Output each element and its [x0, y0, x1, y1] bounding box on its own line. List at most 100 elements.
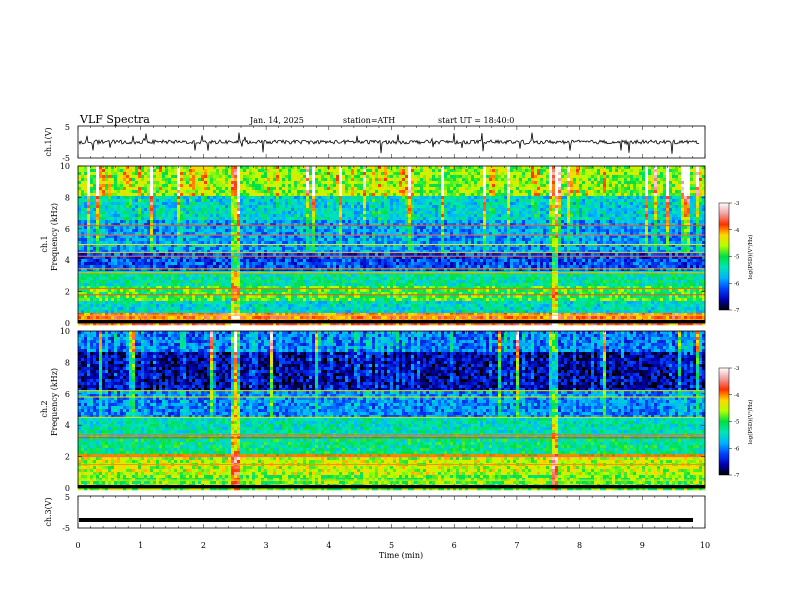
spectrogram-cell — [288, 211, 291, 214]
spectrogram-cell — [177, 193, 180, 196]
spectrogram-cell — [309, 241, 312, 244]
spectrogram-cell — [216, 289, 219, 292]
spectrogram-cell — [264, 196, 267, 199]
spectrogram-cell — [117, 280, 120, 283]
spectrogram-cell — [267, 211, 270, 214]
spectrogram-cell — [327, 280, 330, 283]
spectrogram-cell — [288, 265, 291, 268]
spectrogram-cell — [255, 184, 258, 187]
spectrogram-cell — [279, 196, 282, 199]
spectrogram-cell — [171, 247, 174, 250]
spectrogram-cell — [177, 190, 180, 193]
spectrogram-cell — [303, 229, 306, 232]
spectrogram-cell — [261, 229, 264, 232]
spectrogram-cell — [324, 205, 327, 208]
spectrogram-cell — [330, 277, 333, 280]
spectrogram-cell — [324, 169, 327, 172]
spectrogram-cell — [249, 166, 252, 169]
spectrogram-cell — [207, 262, 210, 265]
spectrogram-cell — [291, 310, 294, 313]
spectrogram-cell — [114, 169, 117, 172]
spectrogram-cell — [159, 304, 162, 307]
spectrogram-cell — [270, 190, 273, 193]
spectrogram-cell — [351, 181, 354, 184]
spectrogram-cell — [273, 193, 276, 196]
spectrogram-cell — [282, 166, 285, 169]
spectrogram-cell — [120, 259, 123, 262]
spectrogram-cell — [102, 202, 105, 205]
spectrogram-cell — [81, 307, 84, 310]
spectrogram-cell — [333, 208, 336, 211]
spectrogram-cell — [81, 316, 84, 319]
spectrogram-cell — [138, 298, 141, 301]
spectrogram-cell — [195, 172, 198, 175]
spectrogram-cell — [177, 199, 180, 202]
spectrogram-cell — [174, 277, 177, 280]
spectrogram-cell — [270, 259, 273, 262]
spectrogram-cell — [345, 226, 348, 229]
spectrogram-cell — [309, 214, 312, 217]
spectrogram-cell — [174, 211, 177, 214]
spectrogram-cell — [234, 169, 237, 172]
spectrogram-cell — [327, 214, 330, 217]
spectrogram-cell — [318, 211, 321, 214]
spectrogram-cell — [303, 202, 306, 205]
spectrogram-cell — [288, 283, 291, 286]
spectrogram-cell — [126, 226, 129, 229]
spectrogram-cell — [324, 247, 327, 250]
spectrogram-cell — [81, 262, 84, 265]
spectrogram-cell — [213, 280, 216, 283]
spectrogram-cell — [333, 196, 336, 199]
spectrogram-cell — [348, 202, 351, 205]
spectrogram-cell — [252, 301, 255, 304]
spectrogram-cell — [279, 304, 282, 307]
spectrogram-cell — [84, 208, 87, 211]
spectrogram-cell — [345, 220, 348, 223]
spectrogram-cell — [132, 280, 135, 283]
spectrogram-cell — [306, 295, 309, 298]
spectrogram-cell — [303, 196, 306, 199]
spectrogram-cell — [114, 301, 117, 304]
spectrogram-cell — [177, 172, 180, 175]
spectrogram-cell — [132, 295, 135, 298]
spectrogram-cell — [195, 205, 198, 208]
spectrogram-cell — [141, 280, 144, 283]
spectrogram-cell — [198, 283, 201, 286]
spectrogram-cell — [318, 247, 321, 250]
spectrogram-cell — [294, 283, 297, 286]
spectrogram-cell — [243, 238, 246, 241]
spectrogram-cell — [234, 205, 237, 208]
spectrogram-cell — [330, 262, 333, 265]
spectrogram-cell — [225, 184, 228, 187]
spectrogram-cell — [150, 208, 153, 211]
spectrogram-cell — [150, 259, 153, 262]
spectrogram-cell — [288, 274, 291, 277]
spectrogram-cell — [309, 298, 312, 301]
spectrogram-cell — [204, 310, 207, 313]
spectrogram-cell — [309, 274, 312, 277]
spectrogram-cell — [312, 175, 315, 178]
spectrogram-cell — [282, 196, 285, 199]
spectrogram-cell — [192, 166, 195, 169]
spectrogram-cell — [96, 193, 99, 196]
spectrogram-cell — [93, 229, 96, 232]
spectrogram-cell — [198, 226, 201, 229]
spectrogram-cell — [273, 283, 276, 286]
spectrogram-cell — [120, 238, 123, 241]
spectrogram-cell — [213, 172, 216, 175]
spectrogram-cell — [264, 172, 267, 175]
spectrogram-cell — [162, 205, 165, 208]
spectrogram-cell — [246, 196, 249, 199]
spectrogram-cell — [327, 295, 330, 298]
spectrogram-cell — [291, 220, 294, 223]
spectrogram-cell — [300, 184, 303, 187]
spectrogram-cell — [345, 295, 348, 298]
spectrogram-cell — [87, 259, 90, 262]
spectrogram-cell — [246, 304, 249, 307]
spectrogram-cell — [102, 166, 105, 169]
spectrogram-cell — [162, 193, 165, 196]
spectrogram-cell — [120, 247, 123, 250]
spectrogram-cell — [87, 310, 90, 313]
spectrogram-cell — [243, 166, 246, 169]
spectrogram-cell — [288, 220, 291, 223]
